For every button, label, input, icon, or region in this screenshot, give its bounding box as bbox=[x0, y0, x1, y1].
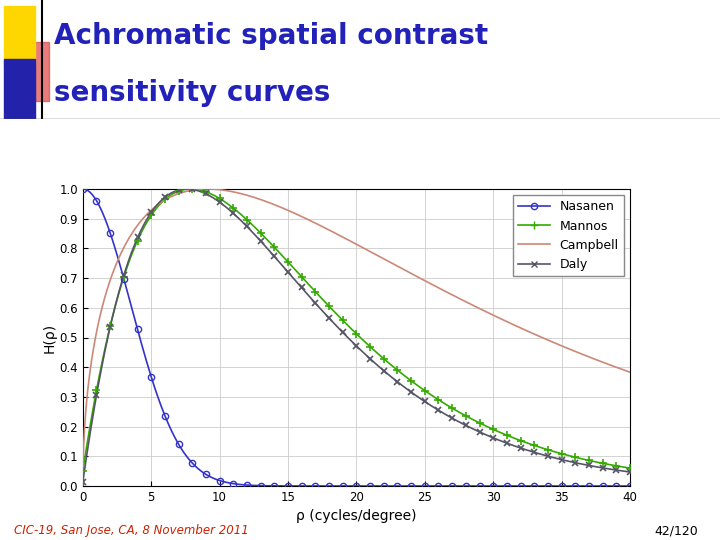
Text: sensitivity curves: sensitivity curves bbox=[54, 79, 330, 107]
Y-axis label: H(ρ): H(ρ) bbox=[42, 322, 57, 353]
Text: CIC-19, San Jose, CA, 8 November 2011: CIC-19, San Jose, CA, 8 November 2011 bbox=[14, 524, 249, 537]
Bar bbox=[4, 59, 35, 119]
X-axis label: ρ (cycles/degree): ρ (cycles/degree) bbox=[296, 509, 417, 523]
Bar bbox=[18, 42, 49, 101]
Bar bbox=[4, 6, 35, 65]
Text: 42/120: 42/120 bbox=[654, 524, 698, 537]
Legend: Nasanen, Mannos, Campbell, Daly: Nasanen, Mannos, Campbell, Daly bbox=[513, 195, 624, 276]
Text: Achromatic spatial contrast: Achromatic spatial contrast bbox=[54, 22, 488, 50]
